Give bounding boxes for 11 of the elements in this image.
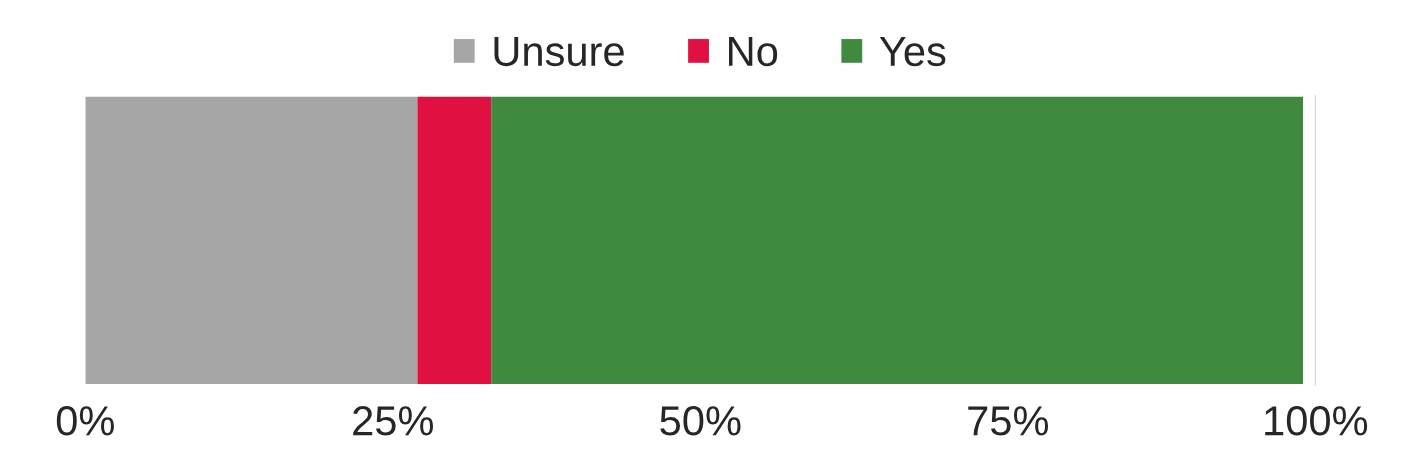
x-tick-label: 75% — [968, 406, 1049, 436]
x-tick-label: 100% — [1265, 406, 1368, 436]
x-tick-label: 0% — [56, 406, 114, 436]
x-tick-label: 25% — [353, 406, 434, 436]
legend-label: Yes — [879, 37, 946, 67]
bar — [491, 96, 1304, 385]
x-tick-label: 50% — [660, 406, 741, 436]
bar — [417, 96, 492, 385]
legend-label: Unsure — [494, 37, 624, 67]
legend-label: No — [729, 37, 778, 67]
bar — [85, 96, 418, 385]
